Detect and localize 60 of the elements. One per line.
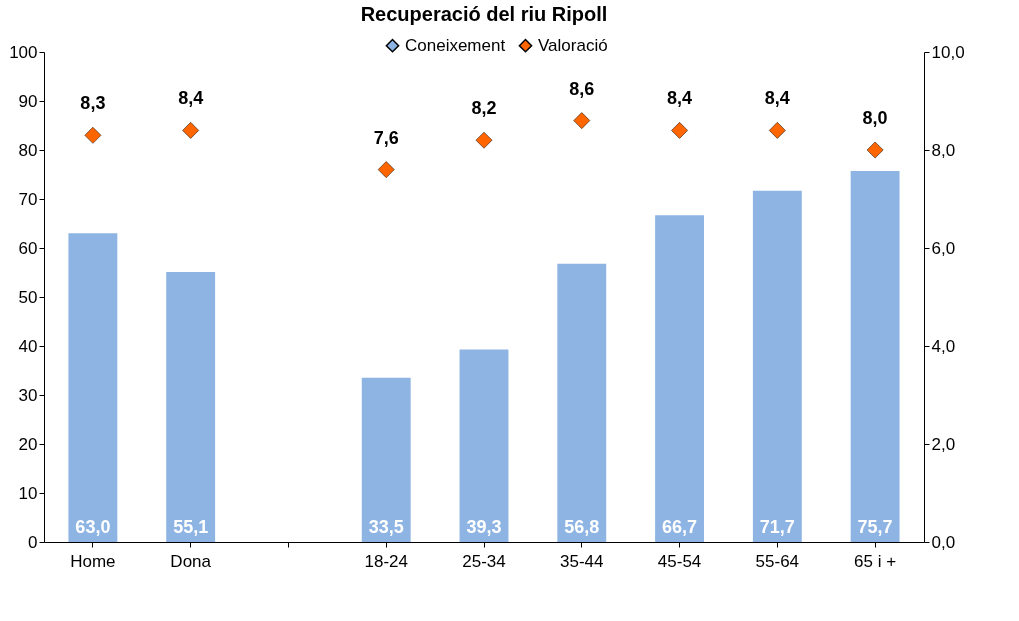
bar [459, 349, 509, 542]
bar [557, 263, 607, 542]
bar [655, 215, 704, 542]
data-label: 75,7 [857, 517, 893, 537]
y2-tick-label: 4,0 [931, 336, 956, 356]
data-label: 8,2 [471, 98, 497, 119]
data-label: 8,4 [667, 88, 693, 109]
x-tick-label: 55-64 [755, 551, 800, 571]
x-tick-label: 45-54 [657, 551, 702, 571]
y-tick-label: 70 [18, 189, 38, 209]
bar [361, 377, 411, 542]
data-label: 8,3 [80, 93, 106, 114]
point [182, 122, 199, 139]
y2-tick-label: 10,0 [931, 42, 965, 62]
y-tick-label: 80 [18, 140, 38, 160]
data-label: 55,1 [173, 517, 209, 537]
data-label: 33,5 [368, 517, 404, 537]
x-tick-label: 35-44 [560, 551, 604, 571]
bar [752, 190, 802, 542]
data-label: 7,6 [373, 127, 399, 148]
bar [850, 171, 900, 542]
data-label: 39,3 [466, 517, 502, 537]
y2-tick-label: 0,0 [931, 532, 956, 552]
y2-tick-label: 6,0 [931, 238, 956, 258]
point [475, 131, 493, 149]
y-tick-label: 30 [18, 385, 38, 405]
y-tick-label: 50 [18, 287, 38, 307]
point [671, 122, 688, 139]
y2-tick-label: 2,0 [931, 434, 956, 454]
legend-label: Valoració [538, 35, 608, 55]
x-tick-label: 65 i + [854, 551, 897, 571]
data-label: 8,6 [569, 78, 595, 99]
point [769, 122, 786, 139]
legend-label: Coneixement [405, 35, 506, 55]
data-label: 8,4 [764, 88, 790, 109]
bar [166, 272, 216, 542]
x-tick-label: Dona [170, 551, 212, 571]
data-label: 56,8 [564, 517, 600, 537]
y2-tick-label: 8,0 [931, 140, 956, 160]
data-label: 8,4 [178, 88, 204, 109]
y-tick-label: 20 [18, 434, 38, 454]
chart-title: Recuperació del riu Ripoll [360, 3, 608, 25]
point [377, 161, 395, 178]
y-tick-label: 0 [28, 532, 38, 552]
point [84, 126, 102, 144]
x-tick-label: 18-24 [364, 551, 408, 571]
y-tick-label: 90 [18, 91, 38, 111]
y-tick-label: 60 [18, 238, 38, 258]
y-tick-label: 10 [18, 483, 38, 503]
bar [68, 233, 118, 542]
x-tick-label: 25-34 [462, 551, 506, 571]
x-tick-label: Home [70, 551, 116, 571]
point [866, 141, 884, 159]
data-label: 66,7 [662, 517, 698, 537]
data-label: 8,0 [862, 108, 888, 128]
data-label: 63,0 [75, 517, 111, 537]
y-tick-label: 100 [9, 42, 38, 62]
y-tick-label: 40 [18, 336, 38, 356]
data-label: 71,7 [759, 517, 795, 537]
point [573, 112, 591, 129]
